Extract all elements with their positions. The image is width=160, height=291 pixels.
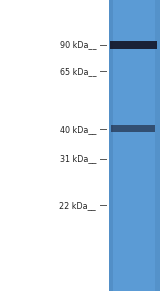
Bar bbox=[155, 0, 160, 291]
Bar bbox=[109, 0, 160, 291]
Text: 65 kDa__: 65 kDa__ bbox=[60, 67, 96, 76]
Text: 22 kDa__: 22 kDa__ bbox=[59, 201, 96, 210]
Text: 90 kDa__: 90 kDa__ bbox=[60, 41, 96, 49]
Bar bbox=[110, 41, 157, 49]
Bar bbox=[111, 125, 155, 132]
Bar bbox=[109, 0, 113, 291]
Text: 31 kDa__: 31 kDa__ bbox=[60, 154, 96, 163]
Text: 40 kDa__: 40 kDa__ bbox=[60, 125, 96, 134]
